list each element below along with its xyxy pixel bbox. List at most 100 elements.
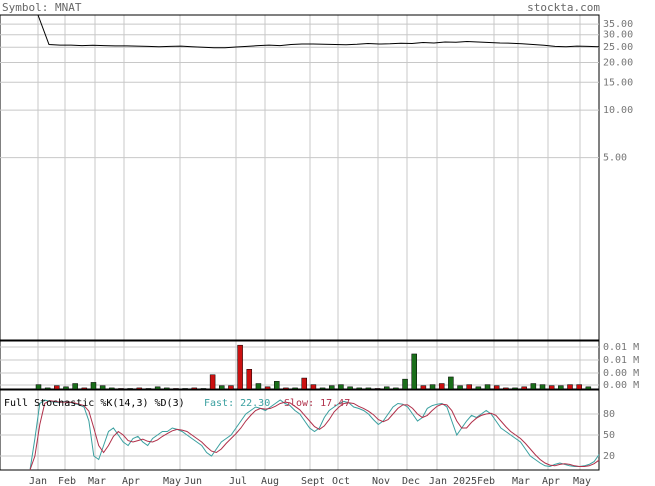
volume-bar xyxy=(420,385,427,390)
x-tick-label: Dec xyxy=(402,476,420,486)
volume-bar xyxy=(521,386,527,390)
volume-bar xyxy=(567,384,573,390)
stochastic-tick-label: 50 xyxy=(603,430,615,441)
volume-bar xyxy=(228,385,234,390)
volume-bar xyxy=(383,386,390,390)
volume-bar xyxy=(283,387,289,390)
volume-tick-label: 0.00 M xyxy=(603,368,639,379)
volume-bar xyxy=(246,369,253,390)
volume-bar xyxy=(438,383,445,390)
volume-bar xyxy=(63,386,69,390)
volume-bar xyxy=(292,387,298,390)
volume-bar xyxy=(136,387,143,390)
x-tick-label: Mar xyxy=(512,476,530,486)
volume-bar xyxy=(466,384,472,390)
volume-bar xyxy=(237,344,243,390)
volume-bar xyxy=(576,384,582,390)
volume-bar xyxy=(512,387,518,390)
volume-bar xyxy=(319,387,326,390)
volume-bar xyxy=(81,387,88,390)
volume-bar xyxy=(255,383,262,390)
stochastic-tick-label: 20 xyxy=(603,451,615,462)
volume-bar xyxy=(539,384,546,390)
x-tick-label: Nov xyxy=(372,476,390,486)
volume-bar xyxy=(429,384,436,390)
volume-bar xyxy=(365,387,372,390)
stochastic-title: Full Stochastic %K(14,3) %D(3) xyxy=(4,398,185,409)
slow-line xyxy=(29,400,600,471)
volume-bar xyxy=(164,387,170,390)
volume-bar xyxy=(393,387,399,390)
volume-bar xyxy=(503,387,509,390)
panel-frame xyxy=(0,340,600,390)
y-tick-label: 10.00 xyxy=(603,105,633,116)
volume-bar xyxy=(191,387,198,390)
x-tick-label: Aug xyxy=(261,476,279,486)
volume-bar xyxy=(35,384,42,390)
x-tick-label: May xyxy=(163,476,181,486)
x-tick-label: Feb xyxy=(58,476,76,486)
volume-bar xyxy=(118,388,124,390)
volume-bar xyxy=(127,388,133,390)
x-tick-label: May xyxy=(573,476,591,486)
volume-bar xyxy=(493,385,500,390)
volume-bar xyxy=(356,387,362,390)
volume-bar xyxy=(310,384,317,390)
volume-bar xyxy=(274,381,280,390)
volume-tick-label: 0.00 M xyxy=(603,380,639,391)
volume-bar xyxy=(145,388,152,390)
volume-bar xyxy=(585,386,592,390)
volume-bar xyxy=(44,387,51,390)
volume-bar xyxy=(338,384,344,390)
volume-bar xyxy=(264,386,271,390)
stochastic-tick-label: 80 xyxy=(603,409,615,420)
symbol-label: Symbol: MNAT xyxy=(2,1,82,14)
y-tick-label: 30.00 xyxy=(603,30,633,41)
volume-bar xyxy=(54,385,60,390)
volume-bar xyxy=(548,385,555,390)
volume-bar xyxy=(209,374,216,390)
volume-bar xyxy=(99,385,106,390)
volume-bar xyxy=(154,386,161,390)
x-tick-label: Mar xyxy=(88,476,106,486)
y-tick-label: 20.00 xyxy=(603,58,633,69)
x-tick-label: Jan 2025 xyxy=(429,476,477,486)
volume-bar xyxy=(182,388,188,390)
volume-bar xyxy=(219,385,225,390)
volume-bar xyxy=(109,387,115,390)
volume-bar xyxy=(558,385,564,390)
x-tick-label: Apr xyxy=(542,476,560,486)
x-tick-label: Oct xyxy=(332,476,350,486)
volume-bar xyxy=(200,388,207,390)
y-tick-label: 35.00 xyxy=(603,19,633,30)
volume-tick-label: 0.01 M xyxy=(603,342,639,353)
panel-frame xyxy=(0,389,600,471)
volume-bar xyxy=(90,382,97,390)
volume-tick-label: 0.01 M xyxy=(603,355,639,366)
x-tick-label: Jun xyxy=(184,476,202,486)
y-tick-label: 15.00 xyxy=(603,77,633,88)
x-tick-label: Jan xyxy=(29,476,47,486)
volume-bar xyxy=(173,388,179,390)
site-link[interactable]: stockta.com xyxy=(527,1,600,14)
x-tick-label: Jul xyxy=(229,476,247,486)
volume-bar xyxy=(402,378,408,390)
volume-bar xyxy=(328,385,335,390)
volume-bar xyxy=(484,384,491,390)
volume-bar xyxy=(475,386,482,390)
volume-bar xyxy=(347,386,353,390)
volume-bar xyxy=(457,385,463,390)
y-tick-label: 5.00 xyxy=(603,153,627,164)
x-tick-label: Feb xyxy=(477,476,495,486)
slow-label: Slow: 17.47 xyxy=(284,398,350,409)
y-tick-label: 25.00 xyxy=(603,42,633,53)
volume-bar xyxy=(374,388,381,390)
x-tick-label: Sept xyxy=(301,476,325,486)
x-tick-label: Apr xyxy=(122,476,140,486)
volume-bar xyxy=(301,377,308,390)
fast-label: Fast: 22.30 xyxy=(204,398,270,409)
volume-bar xyxy=(72,383,78,390)
price-line xyxy=(37,14,600,49)
fast-line xyxy=(29,399,600,471)
